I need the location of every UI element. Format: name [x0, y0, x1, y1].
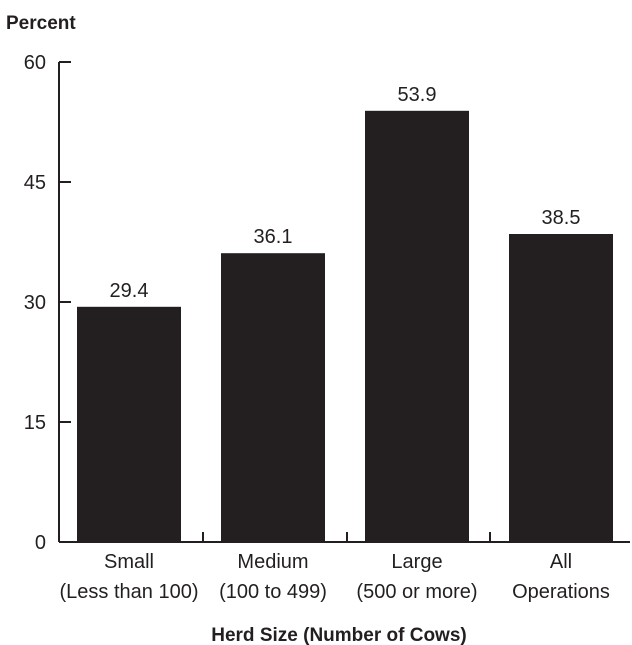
- y-tick-label: 15: [24, 412, 46, 434]
- category-sublabel: (Less than 100): [60, 581, 199, 603]
- x-axis-title: Herd Size (Number of Cows): [211, 625, 466, 645]
- y-tick-label: 30: [24, 292, 46, 314]
- bar-value-label: 36.1: [254, 226, 293, 248]
- category-label: Medium: [237, 551, 308, 573]
- category-labels: Small (Less than 100) Medium (100 to 499) La…: [60, 551, 610, 603]
- category-sublabel: Operations: [512, 581, 610, 603]
- category-sublabel: (500 or more): [356, 581, 477, 603]
- y-tick-label: 0: [35, 532, 46, 554]
- y-tick-label: 45: [24, 172, 46, 194]
- bar-value-label: 29.4: [110, 280, 149, 302]
- bars: [77, 110, 613, 543]
- category-sublabel: (100 to 499): [219, 581, 327, 603]
- category-label: All: [550, 551, 572, 573]
- y-axis-title: Percent: [6, 13, 76, 34]
- bar: [77, 306, 181, 542]
- bar-value-label: 38.5: [542, 207, 581, 229]
- bar-value-label: 53.9: [398, 84, 437, 106]
- bar: [365, 110, 469, 543]
- category-label: Small: [104, 551, 154, 573]
- value-labels: 29.4 36.1 53.9 38.5: [110, 84, 581, 302]
- bar: [509, 234, 613, 542]
- bar: [221, 253, 325, 542]
- y-axis: 0 15 30 45 60: [24, 52, 71, 554]
- y-tick-label: 60: [24, 52, 46, 74]
- category-label: Large: [391, 551, 442, 573]
